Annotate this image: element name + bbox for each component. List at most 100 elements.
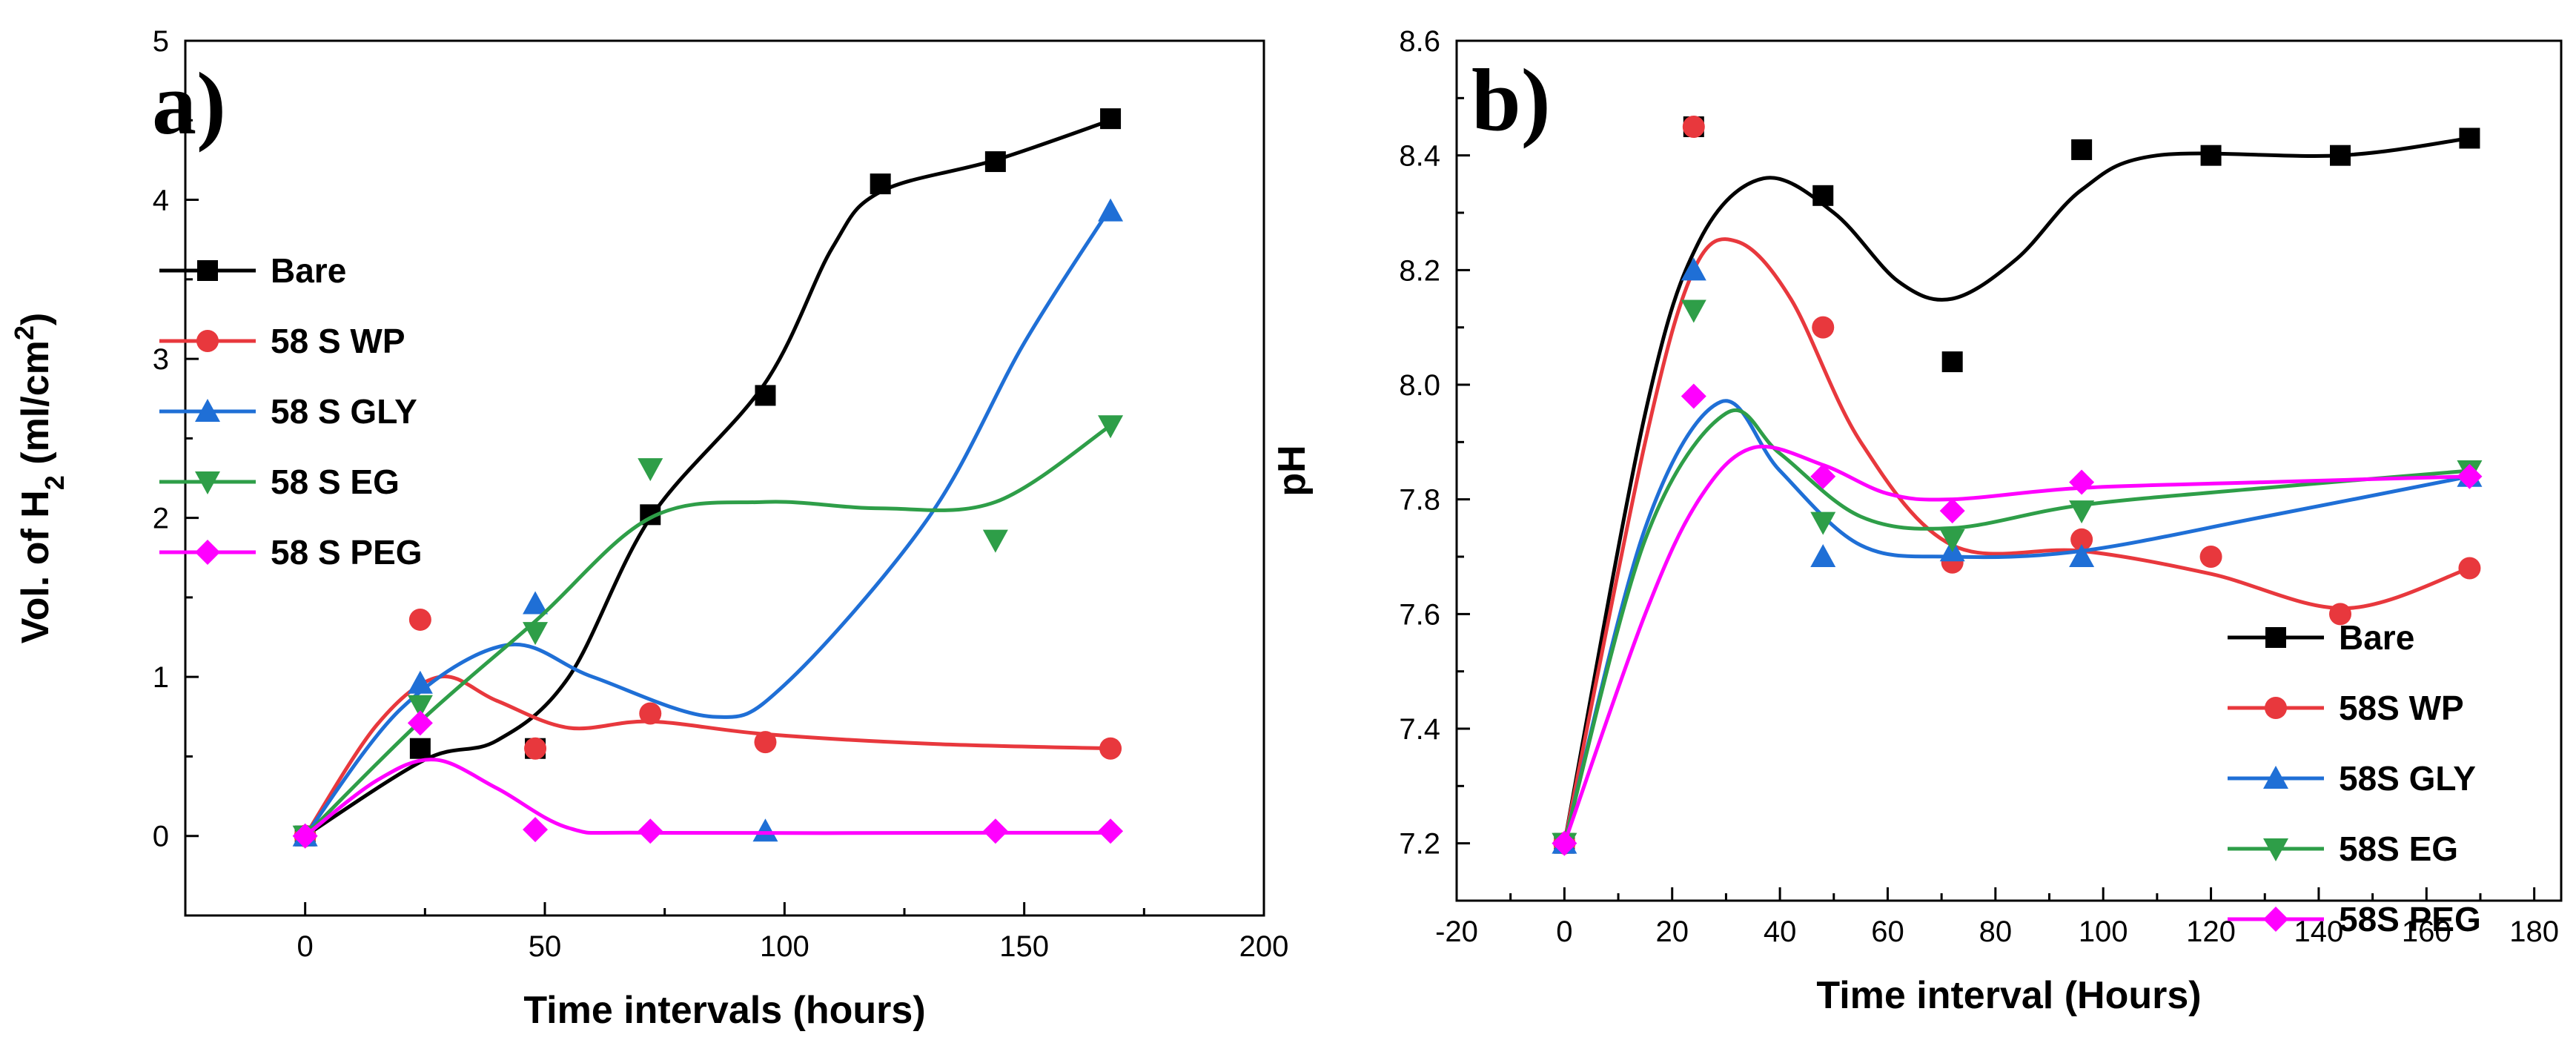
x-axis-title: Time interval (Hours) (1816, 974, 2201, 1017)
data-point-bare (2200, 145, 2222, 166)
legend-marker-58s-peg (2263, 907, 2288, 932)
x-tick-label: 150 (999, 930, 1049, 963)
data-point-58s-gly (1681, 257, 1706, 281)
data-point-bare (2071, 139, 2093, 160)
series-58-s-eg (292, 415, 1124, 849)
legend-label-58-s-wp: 58 S WP (271, 322, 405, 360)
data-point-58-s-eg (638, 458, 663, 482)
legend-label-bare: Bare (2339, 618, 2414, 657)
data-point-bare (984, 151, 1006, 173)
fit-line-58s-peg (1563, 444, 2470, 844)
y-axis-title: Vol. of H2 (ml/cm2) (9, 313, 70, 643)
legend-marker-58-s-peg (195, 540, 220, 565)
y-tick-label: 8.6 (1399, 25, 1440, 58)
data-point-58s-eg (1810, 511, 1836, 535)
fit-line-58-s-peg (304, 758, 1111, 838)
fit-line-bare (304, 118, 1111, 838)
data-point-58s-wp (2199, 546, 2222, 568)
data-point-bare (2330, 145, 2351, 166)
chart-panel-b: -20 0 20 40 60 80 100 120 140 160 1807.27.47.67.88… (1271, 25, 2563, 1017)
data-point-bare (1941, 351, 1963, 373)
y-tick-label: 7.8 (1399, 484, 1440, 517)
data-point-58-s-gly (407, 670, 433, 694)
y-tick-label: 1 (153, 661, 169, 694)
y-tick-label: 8.4 (1399, 140, 1440, 173)
data-point-58-s-peg (407, 710, 433, 736)
x-tick-label: 100 (2079, 915, 2128, 948)
y-tick-label: 5 (153, 25, 169, 58)
panel-label: a) (152, 54, 226, 153)
x-tick-label: 0 (297, 930, 314, 963)
y-tick-label: 8.2 (1399, 254, 1440, 287)
x-tick-label: 100 (760, 930, 809, 963)
data-point-58-s-eg (407, 695, 433, 718)
data-point-58s-peg (1552, 830, 1577, 856)
data-point-58-s-wp (408, 608, 431, 631)
legend-marker-58s-gly (2263, 766, 2288, 789)
data-point-58s-wp (2329, 603, 2351, 626)
series-58-s-peg (292, 710, 1124, 849)
data-point-bare (870, 173, 891, 195)
chart-panel-a: 0 50 100 150 200 0 1 2 3 4 5 Time intervals (hours)… (9, 25, 1289, 1032)
legend-marker-bare (197, 260, 218, 281)
y-tick-label: 4 (153, 185, 169, 217)
data-point-58-s-gly (523, 591, 549, 615)
legend-marker-58-s-gly (195, 399, 220, 422)
series-bare (1554, 116, 2480, 854)
legend: Bare 58S WP 58S GLY 58S EG 58S PEG (2228, 618, 2481, 938)
fit-line-bare (1562, 136, 2470, 844)
x-tick-label: 80 (1979, 915, 2013, 948)
data-point-58-s-peg (1098, 818, 1124, 844)
fit-line-58-s-eg (303, 424, 1112, 838)
data-point-58s-peg (1810, 463, 1836, 489)
data-point-58-s-eg (1098, 415, 1124, 439)
y-tick-label: 7.2 (1399, 828, 1440, 861)
x-tick-label: 50 (529, 930, 562, 963)
data-point-58s-eg (1681, 299, 1706, 323)
data-point-58s-eg (1939, 529, 1965, 552)
x-tick-label: 180 (2509, 915, 2559, 948)
fit-line-58s-wp (1562, 237, 2471, 844)
plot-frame (1455, 39, 2563, 902)
y-tick-label: 8.0 (1399, 369, 1440, 402)
y-tick-label: 0 (153, 821, 169, 853)
legend-label-58s-gly: 58S GLY (2339, 759, 2476, 798)
legend-label-58s-wp: 58S WP (2339, 689, 2464, 727)
legend-label-58-s-gly: 58 S GLY (271, 392, 417, 431)
legend-label-58s-eg: 58S EG (2339, 829, 2458, 868)
legend-marker-bare (2265, 627, 2286, 648)
fit-line-58-s-wp (303, 674, 1111, 838)
data-point-58-s-gly (752, 818, 778, 842)
legend-marker-58s-wp (2265, 697, 2287, 719)
plot-frame (184, 39, 1265, 917)
x-tick-label: 20 (1655, 915, 1689, 948)
series-58-s-gly (292, 198, 1124, 847)
data-point-58s-wp (2070, 528, 2093, 551)
x-tick-label: 0 (1556, 915, 1572, 948)
x-tick-label: 120 (2186, 915, 2236, 948)
data-point-58s-peg (2457, 463, 2483, 489)
data-point-58s-peg (1939, 498, 1965, 524)
legend-marker-58-s-eg (195, 471, 220, 494)
data-point-58-s-peg (638, 818, 663, 844)
legend-label-58s-peg: 58S PEG (2339, 900, 2481, 938)
data-point-58s-gly (1810, 544, 1836, 567)
legend-label-bare: Bare (271, 251, 346, 290)
data-point-58s-peg (2069, 469, 2095, 495)
legend-label-58-s-eg: 58 S EG (271, 463, 400, 501)
data-point-58-s-wp (1099, 737, 1122, 760)
data-point-58-s-eg (523, 622, 549, 646)
data-point-58-s-wp (639, 702, 662, 725)
series-58s-peg (1552, 383, 2483, 856)
data-point-58s-wp (2458, 557, 2481, 580)
x-tick-label: -20 (1435, 915, 1478, 948)
fit-line-58s-eg (1562, 408, 2470, 844)
fit-line-58s-gly (1562, 399, 2470, 844)
data-point-58s-wp (1812, 316, 1835, 339)
x-tick-label: 60 (1871, 915, 1904, 948)
data-point-58-s-eg (982, 529, 1008, 553)
x-axis-title: Time intervals (hours) (523, 989, 925, 1032)
y-tick-label: 7.6 (1399, 598, 1440, 631)
data-point-bare (1100, 108, 1122, 130)
